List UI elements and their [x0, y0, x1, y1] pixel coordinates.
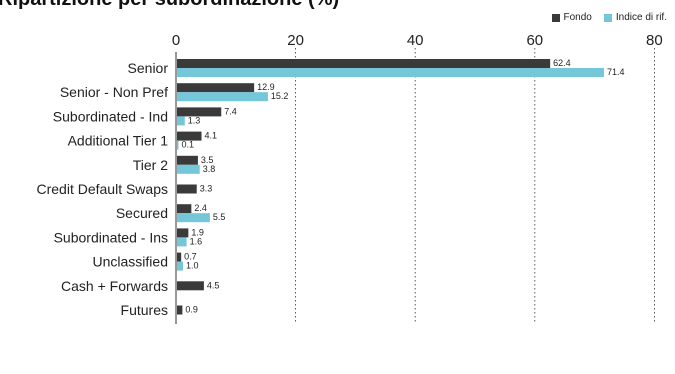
x-tick-label-0: 0	[172, 32, 180, 49]
data-label-fondo-cash-forwards: 4.5	[207, 280, 220, 290]
bar-fondo-senior	[177, 59, 551, 68]
category-label-cash-forwards: Cash + Forwards	[61, 278, 168, 294]
data-label-fondo-tier-2: 3.5	[201, 155, 214, 165]
data-label-indice-tier-2: 3.8	[203, 164, 216, 174]
bar-fondo-cash-forwards	[177, 281, 204, 291]
category-label-tier-2: Tier 2	[133, 157, 168, 173]
category-label-senior: Senior	[128, 60, 169, 76]
bar-fondo-subordinated-ins	[177, 228, 189, 238]
bar-indice-unclassified	[177, 261, 183, 271]
data-label-indice-secured: 5.5	[213, 212, 226, 222]
data-label-fondo-secured: 2.4	[194, 203, 207, 213]
x-tick-label-80: 80	[646, 32, 663, 49]
bar-fondo-subordinated-ind	[177, 107, 222, 117]
bar-fondo-credit-default-swaps	[177, 184, 197, 194]
bar-fondo-additional-tier-1	[177, 131, 202, 141]
chart-legend: Fondo Indice di rif.	[551, 12, 667, 23]
legend-swatch-fondo	[551, 13, 560, 22]
bar-indice-senior	[177, 68, 604, 77]
x-tick-label-60: 60	[526, 32, 543, 49]
data-label-indice-senior: 71.4	[607, 67, 625, 77]
category-label-secured: Secured	[116, 205, 168, 221]
data-label-fondo-futures: 0.9	[185, 305, 198, 315]
data-label-fondo-unclassified: 0.7	[184, 252, 197, 262]
data-label-fondo-additional-tier-1: 4.1	[205, 131, 218, 141]
bar-indice-tier-2	[177, 164, 200, 174]
data-label-indice-subordinated-ind: 1.3	[188, 115, 201, 125]
category-label-unclassified: Unclassified	[93, 254, 168, 270]
data-label-fondo-senior: 62.4	[553, 58, 571, 68]
data-label-indice-subordinated-ins: 1.6	[190, 236, 203, 246]
bar-fondo-futures	[177, 305, 183, 315]
bar-fondo-unclassified	[177, 252, 182, 262]
category-label-subordinated-ins: Subordinated - Ins	[54, 229, 168, 245]
chart-title: Ripartizione per subordinazione (%)	[0, 0, 339, 11]
bar-fondo-senior-non-pref	[177, 83, 255, 93]
data-label-fondo-senior-non-pref: 12.9	[257, 82, 275, 92]
category-label-futures: Futures	[121, 302, 168, 318]
data-label-indice-additional-tier-1: 0.1	[182, 140, 195, 150]
x-tick-label-40: 40	[407, 32, 424, 49]
bar-fondo-tier-2	[177, 155, 198, 165]
bar-indice-additional-tier-1	[177, 140, 179, 150]
category-label-additional-tier-1: Additional Tier 1	[68, 133, 169, 149]
data-label-indice-senior-non-pref: 15.2	[271, 91, 289, 101]
bar-fondo-secured	[177, 204, 192, 214]
x-tick-label-20: 20	[287, 32, 304, 49]
bar-indice-secured	[177, 213, 210, 223]
data-label-fondo-credit-default-swaps: 3.3	[200, 184, 213, 194]
data-label-fondo-subordinated-ind: 7.4	[224, 106, 237, 116]
legend-label-fondo: Fondo	[563, 12, 592, 23]
bar-indice-subordinated-ind	[177, 116, 185, 126]
legend-item-indice: Indice di rif.	[603, 12, 667, 23]
category-label-senior-non-pref: Senior - Non Pref	[60, 84, 168, 100]
bar-indice-senior-non-pref	[177, 92, 268, 102]
data-label-fondo-subordinated-ins: 1.9	[191, 227, 204, 237]
data-label-indice-unclassified: 1.0	[186, 261, 199, 271]
legend-label-indice: Indice di rif.	[615, 12, 667, 23]
category-label-subordinated-ind: Subordinated - Ind	[53, 108, 168, 124]
legend-item-fondo: Fondo	[551, 12, 592, 23]
bar-indice-subordinated-ins	[177, 237, 187, 247]
legend-swatch-indice	[603, 13, 612, 22]
category-label-credit-default-swaps: Credit Default Swaps	[36, 181, 168, 197]
